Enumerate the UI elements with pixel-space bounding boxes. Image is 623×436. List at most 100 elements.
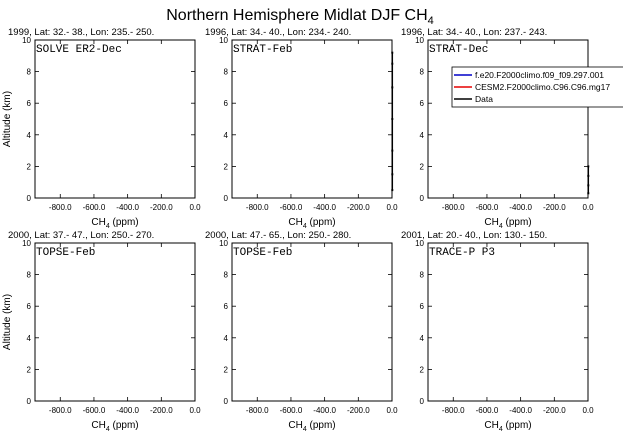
x-axis-label-text: CH <box>288 217 302 228</box>
panel-label: TOPSE-Feb <box>36 247 95 259</box>
panel-1: 1999, Lat: 32.- 38., Lon: 235.- 250. SOLV… <box>2 27 201 230</box>
x-axis-label-unit: (ppm) <box>307 420 336 431</box>
x-tick-label: -600.0 <box>83 406 106 415</box>
data-point <box>391 173 394 176</box>
panel-label: STRAT-Feb <box>233 44 292 56</box>
data-point <box>391 149 394 152</box>
panel-label: TOPSE-Feb <box>233 247 292 259</box>
panel-title: 2001, Lat: 20.- 40., Lon: 130.- 150. <box>401 230 547 241</box>
x-tick-label: -400.0 <box>116 203 139 212</box>
legend-box <box>451 66 623 108</box>
data-point <box>391 86 394 89</box>
panel-5: 2000, Lat: 47.- 65., Lon: 250.- 280. TOPS… <box>205 230 398 433</box>
x-tick-label: -600.0 <box>83 203 106 212</box>
x-axis-label: CH4 (ppm) <box>484 217 531 230</box>
y-tick-label: 8 <box>420 271 425 280</box>
x-tick-label: -400.0 <box>313 406 336 415</box>
data-point <box>587 184 590 187</box>
y-tick-label: 0 <box>224 194 229 203</box>
x-tick-label: -400.0 <box>116 406 139 415</box>
y-tick-label: 8 <box>420 68 425 77</box>
legend-entry-1: f.e20.F2000climo.f09_f09.297.001 <box>475 70 604 80</box>
panel-title: 1999, Lat: 32.- 38., Lon: 235.- 250. <box>8 27 154 38</box>
plot-frame <box>427 39 589 199</box>
y-tick-label: 4 <box>224 131 229 140</box>
y-tick-label: 8 <box>27 68 32 77</box>
x-axis-label-unit: (ppm) <box>110 420 139 431</box>
y-tick-label: 6 <box>224 99 229 108</box>
x-axis-label-unit: (ppm) <box>503 420 532 431</box>
x-axis-label-text: CH <box>91 217 105 228</box>
y-tick-label: 8 <box>27 271 32 280</box>
panel-label: SOLVE ER2-Dec <box>36 44 122 56</box>
panel-title: 1996, Lat: 34.- 40., Lon: 234.- 240. <box>205 27 351 38</box>
x-tick-label: -600.0 <box>280 203 303 212</box>
x-axis-label-unit: (ppm) <box>307 217 336 228</box>
panel-title: 2000, Lat: 47.- 65., Lon: 250.- 280. <box>205 230 351 241</box>
x-axis-label-subscript: 4 <box>499 223 503 230</box>
y-tick-label: 4 <box>420 131 425 140</box>
y-tick-label: 6 <box>224 302 229 311</box>
y-tick-label: 0 <box>420 397 425 406</box>
x-axis-label-text: CH <box>484 217 498 228</box>
data-point <box>587 174 590 177</box>
data-point <box>391 62 394 65</box>
x-tick-label: -800.0 <box>49 406 72 415</box>
x-tick-label: -200.0 <box>150 203 173 212</box>
x-axis-label-unit: (ppm) <box>110 217 139 228</box>
y-tick-label: 2 <box>420 365 425 374</box>
x-tick-label: -600.0 <box>476 203 499 212</box>
y-tick-label: 6 <box>27 99 32 108</box>
plot-frame <box>34 242 196 402</box>
x-tick-label: -200.0 <box>543 203 566 212</box>
y-tick-label: 10 <box>22 239 31 248</box>
x-tick-label: 0.0 <box>582 203 594 212</box>
x-tick-label: 0.0 <box>386 406 398 415</box>
x-axis-label: CH4 (ppm) <box>288 217 335 230</box>
y-tick-label: 2 <box>27 162 32 171</box>
panel-title: 1996, Lat: 34.- 40., Lon: 237.- 243. <box>401 27 547 38</box>
y-axis-label: Altitude (km) <box>2 91 13 147</box>
panel-title: 2000, Lat: 37.- 47., Lon: 250.- 270. <box>8 230 154 241</box>
data-point <box>587 165 590 168</box>
x-tick-label: -200.0 <box>347 406 370 415</box>
x-axis-label-subscript: 4 <box>499 426 503 433</box>
x-axis-label-text: CH <box>91 420 105 431</box>
y-tick-label: 0 <box>27 397 32 406</box>
x-tick-label: -800.0 <box>246 406 269 415</box>
x-axis-label-text: CH <box>484 420 498 431</box>
panel-label: TRACE-P P3 <box>429 247 495 259</box>
legend-entry-2: CESM2.F2000climo.C96.C96.mg17 <box>475 82 610 92</box>
y-tick-label: 4 <box>420 334 425 343</box>
plot-frame <box>231 242 393 402</box>
x-axis-label: CH4 (ppm) <box>91 217 138 230</box>
y-tick-label: 0 <box>224 397 229 406</box>
y-tick-label: 2 <box>27 365 32 374</box>
x-tick-label: -800.0 <box>49 203 72 212</box>
x-tick-label: 0.0 <box>582 406 594 415</box>
y-axis-label: Altitude (km) <box>2 294 13 350</box>
x-axis-label: CH4 (ppm) <box>484 420 531 433</box>
x-tick-label: -600.0 <box>280 406 303 415</box>
panel-grid: 1999, Lat: 32.- 38., Lon: 235.- 250. SOLV… <box>2 27 594 433</box>
x-axis-label-text: CH <box>288 420 302 431</box>
x-axis-label-subscript: 4 <box>106 223 110 230</box>
y-tick-label: 8 <box>224 68 229 77</box>
x-tick-label: -400.0 <box>509 203 532 212</box>
data-point <box>587 192 590 195</box>
y-tick-label: 6 <box>420 302 425 311</box>
x-axis-label: CH4 (ppm) <box>288 420 335 433</box>
plot-frame <box>231 39 393 199</box>
y-tick-label: 4 <box>27 334 32 343</box>
y-tick-label: 4 <box>224 334 229 343</box>
panel-label: STRAT-Dec <box>429 44 488 56</box>
panel-4: 2000, Lat: 37.- 47., Lon: 250.- 270. TOPS… <box>2 230 201 433</box>
x-axis-label-subscript: 4 <box>303 426 307 433</box>
panel-2: 1996, Lat: 34.- 40., Lon: 234.- 240. STRA… <box>205 27 398 230</box>
y-tick-label: 6 <box>27 302 32 311</box>
x-tick-label: 0.0 <box>189 406 201 415</box>
x-tick-label: -600.0 <box>476 406 499 415</box>
legend: f.e20.F2000climo.f09_f09.297.001 CESM2.F2… <box>451 66 623 108</box>
x-tick-label: -200.0 <box>543 406 566 415</box>
